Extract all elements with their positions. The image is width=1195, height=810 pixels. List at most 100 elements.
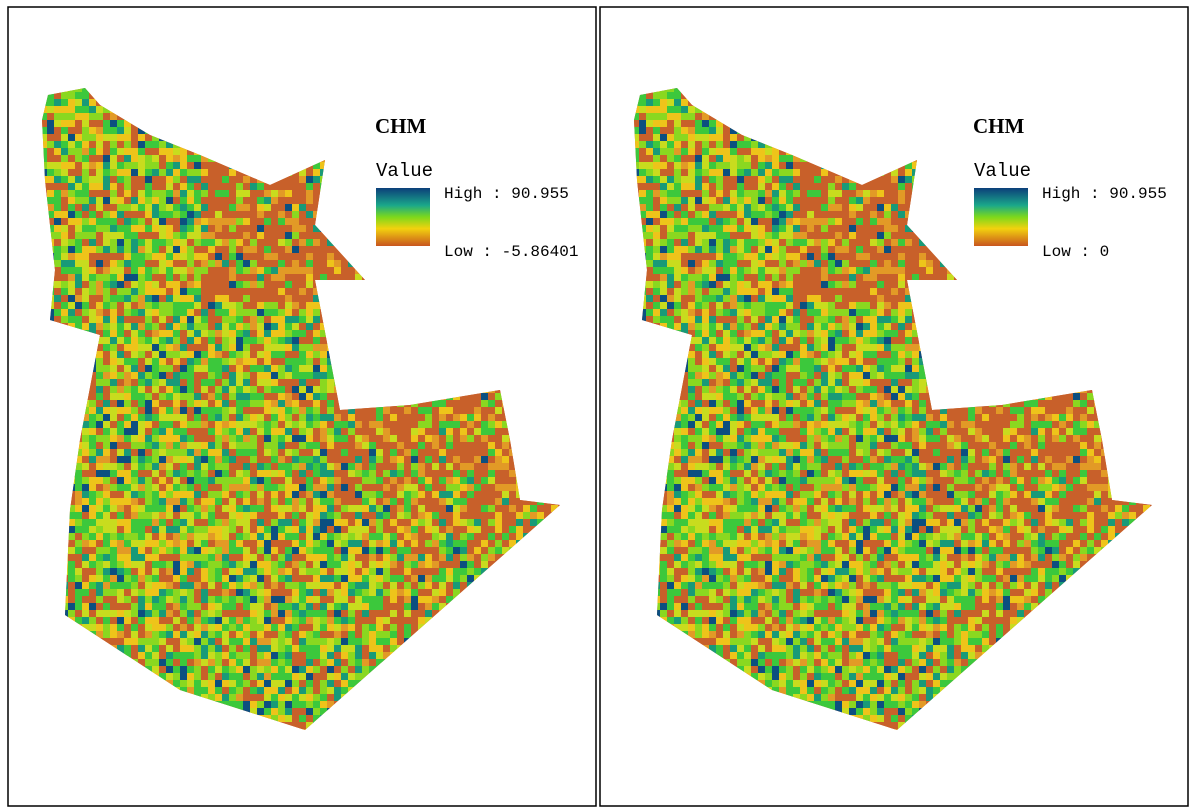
raster-cell [530,134,537,141]
raster-cell [208,414,215,421]
raster-cell [166,113,173,120]
raster-cell [488,505,495,512]
raster-cell [145,218,152,225]
raster-cell [145,400,152,407]
raster-cell [145,274,152,281]
raster-cell [369,176,376,183]
raster-cell [516,92,523,99]
raster-cell [376,344,383,351]
raster-cell [502,260,509,267]
raster-cell [369,211,376,218]
raster-cell [264,120,271,127]
raster-cell [327,204,334,211]
raster-cell [432,281,439,288]
raster-cell [47,414,54,421]
raster-cell [348,456,355,463]
raster-cell [369,281,376,288]
raster-cell [558,337,560,344]
raster-cell [187,232,194,239]
raster-cell [187,547,194,554]
raster-cell [250,449,257,456]
raster-cell [467,141,474,148]
raster-cell [439,141,446,148]
raster-cell [61,211,68,218]
raster-cell [488,267,495,274]
raster-cell [516,148,523,155]
raster-cell [418,330,425,337]
raster-cell [68,295,75,302]
raster-cell [348,281,355,288]
raster-cell [201,302,208,309]
raster-cell [320,155,327,162]
raster-cell [131,526,138,533]
raster-cell [299,344,306,351]
raster-cell [537,372,544,379]
raster-cell [425,393,432,400]
raster-cell [54,372,61,379]
raster-cell [82,211,89,218]
raster-cell [341,456,348,463]
raster-cell [68,190,75,197]
raster-cell [446,148,453,155]
raster-cell [474,512,481,519]
raster-cell [201,505,208,512]
raster-cell [180,99,187,106]
raster-cell [117,351,124,358]
raster-cell [257,414,264,421]
raster-cell [131,498,138,505]
raster-cell [495,134,502,141]
raster-cell [47,435,54,442]
raster-cell [495,456,502,463]
raster-cell [453,442,460,449]
raster-cell [516,512,523,519]
raster-cell [495,204,502,211]
raster-cell [376,393,383,400]
raster-cell [544,211,551,218]
raster-cell [103,414,110,421]
raster-cell [383,337,390,344]
raster-cell [42,127,47,134]
raster-cell [355,113,362,120]
raster-cell [285,484,292,491]
raster-cell [138,484,145,491]
raster-cell [488,463,495,470]
raster-cell [369,239,376,246]
raster-cell [208,547,215,554]
raster-cell [61,134,68,141]
raster-cell [222,540,229,547]
raster-cell [138,519,145,526]
raster-cell [376,414,383,421]
raster-cell [551,393,558,400]
raster-cell [418,407,425,414]
raster-cell [257,99,264,106]
raster-cell [131,309,138,316]
raster-cell [75,400,82,407]
raster-cell [341,498,348,505]
raster-cell [145,407,152,414]
raster-cell [138,533,145,540]
raster-cell [96,99,103,106]
raster-cell [124,302,131,309]
raster-cell [243,491,250,498]
raster-cell [194,547,201,554]
raster-cell [271,281,278,288]
raster-cell [131,442,138,449]
raster-cell [502,302,509,309]
raster-cell [341,134,348,141]
raster-cell [558,176,560,183]
raster-cell [488,365,495,372]
raster-cell [320,330,327,337]
raster-cell [236,106,243,113]
raster-cell [152,88,159,92]
raster-cell [68,323,75,330]
raster-cell [250,267,257,274]
raster-cell [551,316,558,323]
raster-cell [229,162,236,169]
raster-cell [145,253,152,260]
raster-cell [523,232,530,239]
raster-cell [439,470,446,477]
raster-cell [341,281,348,288]
raster-cell [418,540,425,547]
raster-cell [362,106,369,113]
raster-cell [110,106,117,113]
